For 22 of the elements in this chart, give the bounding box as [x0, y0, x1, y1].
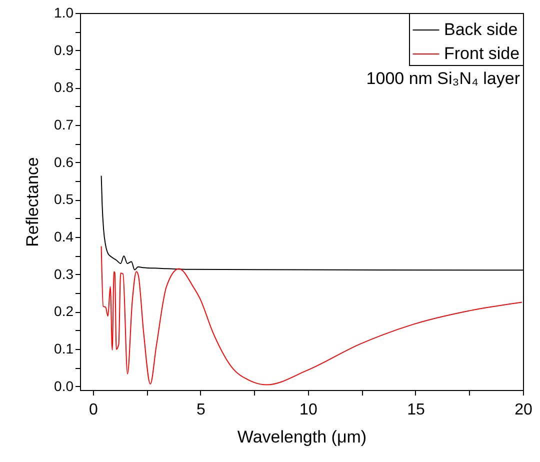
y-tick-label: 0.0 [54, 378, 74, 394]
x-tick-label: 10 [300, 402, 318, 418]
line-series [100, 246, 522, 386]
y-tick-label: 0.8 [54, 79, 74, 96]
y-tick-label: 0.4 [54, 228, 74, 244]
y-tick-label: 0.2 [54, 303, 74, 320]
x-tick-label: 0 [88, 402, 98, 418]
y-tick-label: 1.0 [54, 4, 74, 20]
y-axis-title: Reflectance [23, 157, 42, 247]
x-axis-title: Wavelength (μm) [237, 428, 367, 446]
legend-label: Back side [444, 20, 518, 39]
y-tick-label: 0.6 [54, 154, 74, 170]
y-tick-label: 0.5 [54, 191, 74, 208]
y-tick-label: 0.9 [54, 42, 74, 58]
x-tick-label: 15 [407, 402, 425, 418]
x-tick-label: 20 [514, 402, 532, 418]
legend-label: Front side [444, 44, 520, 63]
y-tick-label: 0.1 [54, 340, 74, 356]
x-tick-label: 5 [196, 402, 206, 418]
y-tick-label: 0.7 [54, 116, 74, 132]
annotation: 1000 nm Si₃N₄ layer [366, 69, 520, 88]
y-tick-label: 0.3 [54, 266, 74, 282]
